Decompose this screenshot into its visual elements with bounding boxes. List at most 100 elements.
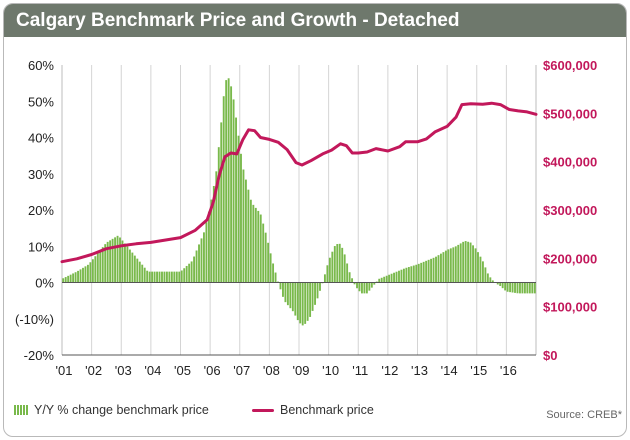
bar [84, 266, 87, 283]
bar [109, 240, 112, 283]
x-tick-label: '04 [144, 363, 161, 378]
bar [188, 263, 191, 283]
left-tick-label: 10% [28, 239, 54, 254]
bar [437, 255, 440, 283]
bar [254, 207, 257, 283]
right-tick-label: $400,000 [543, 155, 597, 170]
left-tick-label: -20% [24, 348, 55, 363]
left-tick-label: 20% [28, 203, 54, 218]
bar [237, 135, 240, 283]
bar [138, 261, 141, 283]
bar [247, 189, 250, 283]
bar [370, 282, 373, 288]
bar [161, 271, 163, 283]
bar [326, 265, 329, 283]
bar [358, 282, 361, 292]
bar [163, 271, 166, 283]
bar [215, 171, 218, 283]
bar [420, 262, 423, 283]
bar [432, 257, 435, 283]
bar [464, 241, 467, 283]
legend-item-bars: Y/Y % change benchmark price [14, 403, 209, 417]
bar [72, 273, 75, 283]
bar [319, 282, 321, 291]
bar [383, 276, 386, 283]
bar [133, 255, 136, 283]
bar [257, 210, 260, 283]
bar [296, 282, 299, 321]
bar [294, 282, 297, 316]
bar [526, 282, 529, 294]
bar [230, 86, 233, 283]
bar [106, 241, 109, 283]
bar [279, 282, 282, 290]
bar [62, 278, 65, 283]
x-tick-label: '03 [115, 363, 132, 378]
bar [86, 264, 89, 283]
bar [333, 246, 336, 283]
x-tick-label: '14 [441, 363, 458, 378]
bar [235, 117, 237, 283]
left-tick-label: 50% [28, 94, 54, 109]
x-tick-label: '05 [174, 363, 191, 378]
right-tick-label: $300,000 [543, 203, 597, 218]
bar [282, 282, 284, 297]
bar [519, 282, 521, 294]
bar [193, 256, 196, 283]
bar [309, 282, 312, 317]
bar [170, 271, 173, 283]
right-tick-label: $100,000 [543, 300, 597, 315]
bar [412, 265, 415, 283]
bar [459, 243, 462, 283]
bar [299, 282, 302, 324]
bar [195, 250, 198, 283]
bar [346, 263, 349, 283]
bar [328, 257, 331, 283]
bar [96, 253, 99, 283]
bar [491, 280, 494, 283]
bar [484, 267, 487, 283]
bar [158, 271, 161, 283]
bar [91, 259, 94, 283]
bar [304, 282, 307, 324]
bar [395, 271, 398, 283]
bar [454, 246, 457, 283]
bar [486, 273, 489, 283]
left-tick-label: 0% [35, 276, 54, 291]
bar [183, 268, 186, 283]
bar [516, 282, 519, 294]
bar [89, 262, 92, 283]
bar [225, 80, 228, 283]
bar [331, 251, 334, 283]
bar [506, 282, 509, 292]
bar [407, 267, 410, 283]
bar [274, 272, 277, 283]
bar [153, 271, 156, 283]
bar [67, 275, 70, 283]
bar [190, 261, 193, 283]
bar [203, 232, 205, 283]
bar [474, 248, 477, 283]
bar [116, 235, 119, 283]
bar [467, 241, 470, 283]
bar [205, 222, 208, 283]
bar [306, 282, 309, 321]
x-tick-label: '01 [56, 363, 73, 378]
bar [74, 272, 77, 283]
bar [501, 282, 504, 289]
bar [136, 258, 139, 283]
bar [469, 242, 472, 283]
bar [402, 268, 405, 283]
bar [496, 282, 499, 285]
bar [220, 122, 223, 283]
bar [173, 271, 176, 283]
bar [316, 282, 319, 299]
bar [114, 237, 117, 283]
bar [435, 256, 437, 283]
bar-swatch-icon [14, 405, 28, 415]
bar [82, 267, 84, 283]
bar [447, 249, 450, 283]
bar [111, 238, 114, 283]
bar [259, 214, 262, 283]
